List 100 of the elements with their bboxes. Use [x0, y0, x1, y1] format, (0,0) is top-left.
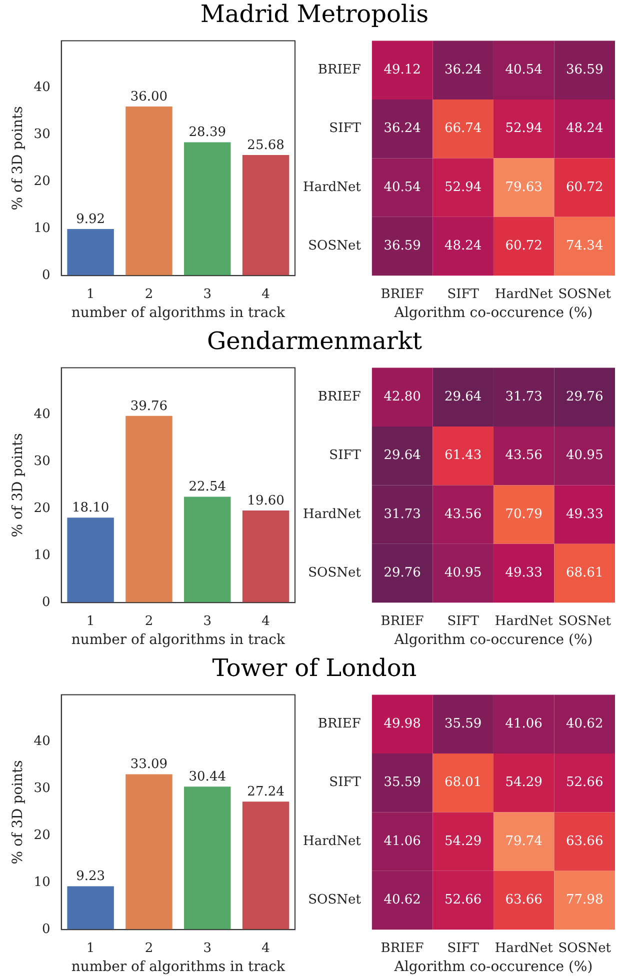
y-tick-label: BRIEF [318, 716, 361, 732]
x-tick-label: SOSNet [558, 614, 612, 629]
data-label: 49.98 [384, 716, 421, 732]
x-tick-label: HardNet [494, 940, 554, 956]
data-label: 49.33 [566, 506, 604, 522]
data-label: 36.24 [444, 62, 482, 78]
data-label: 43.56 [444, 506, 482, 522]
data-label: 36.00 [130, 89, 168, 104]
x-tick-label: HardNet [494, 286, 554, 302]
data-label: 52.94 [444, 180, 482, 195]
x-tick-label: HardNet [494, 614, 554, 629]
data-label: 74.34 [566, 238, 604, 254]
data-label: 79.74 [505, 834, 542, 849]
y-tick-label: 40 [34, 407, 50, 422]
data-label: 48.24 [566, 121, 604, 136]
bar [184, 496, 231, 603]
x-axis-title: Algorithm co-occurence (%) [393, 632, 593, 648]
data-label: 29.76 [384, 566, 421, 581]
y-tick-label: 30 [34, 454, 50, 470]
y-tick-label: HardNet [302, 180, 362, 195]
y-tick-label: BRIEF [318, 62, 361, 78]
data-label: 68.61 [566, 566, 604, 581]
data-label: 25.68 [247, 138, 284, 153]
data-label: 29.64 [444, 390, 482, 405]
chart-title: Tower of London [211, 654, 418, 682]
x-axis-title: Algorithm co-occurence (%) [393, 305, 593, 322]
data-label: 49.12 [384, 62, 421, 78]
bar [242, 155, 290, 276]
y-tick-label: 20 [34, 174, 50, 190]
x-tick-label: 1 [86, 286, 95, 302]
bar [126, 416, 172, 603]
y-tick-label: 40 [34, 80, 50, 96]
y-tick-label: HardNet [302, 834, 362, 849]
data-label: 40.62 [384, 892, 421, 908]
data-label: 19.60 [247, 493, 284, 508]
data-label: 52.66 [566, 775, 604, 790]
x-tick-label: 4 [262, 286, 270, 302]
data-label: 40.95 [566, 448, 604, 464]
y-tick-label: SIFT [329, 448, 362, 464]
x-tick-label: SIFT [447, 614, 480, 629]
x-tick-label: 4 [262, 940, 270, 956]
x-tick-label: BRIEF [380, 286, 424, 302]
y-tick-label: 10 [34, 875, 50, 890]
x-tick-label: 1 [86, 940, 95, 956]
data-label: 52.66 [444, 892, 482, 908]
data-label: 66.74 [444, 121, 482, 136]
y-axis-title: % of 3D points [10, 433, 26, 538]
x-tick-label: 4 [262, 614, 270, 629]
data-label: 40.54 [384, 180, 421, 195]
data-label: 40.95 [444, 566, 482, 581]
y-tick-label: 0 [42, 922, 50, 937]
x-tick-label: BRIEF [380, 614, 424, 629]
x-axis-title: Algorithm co-occurence (%) [393, 959, 593, 976]
x-tick-label: SOSNet [558, 286, 612, 302]
y-tick-label: BRIEF [318, 390, 361, 405]
bar [242, 802, 290, 930]
data-label: 28.39 [188, 125, 226, 140]
bar [242, 510, 290, 603]
data-label: 42.80 [384, 390, 421, 405]
y-tick-label: SIFT [329, 121, 362, 136]
x-tick-label: SIFT [447, 286, 480, 302]
data-label: 18.10 [72, 500, 110, 516]
y-tick-label: 0 [42, 268, 50, 283]
bar [126, 106, 172, 276]
data-label: 77.98 [566, 892, 604, 908]
data-label: 63.66 [505, 892, 542, 908]
data-label: 22.54 [188, 480, 226, 495]
x-tick-label: 2 [144, 940, 154, 956]
data-label: 35.59 [384, 775, 421, 790]
data-label: 40.62 [566, 716, 604, 732]
data-label: 41.06 [505, 716, 542, 732]
data-label: 36.59 [384, 238, 421, 254]
y-tick-label: HardNet [302, 506, 362, 522]
y-tick-label: 20 [34, 501, 50, 516]
data-label: 63.66 [566, 834, 604, 849]
y-tick-label: 30 [34, 127, 50, 142]
y-tick-label: SOSNet [308, 892, 362, 908]
chart-title: Madrid Metropolis [199, 0, 430, 28]
data-label: 30.44 [188, 770, 226, 785]
data-label: 48.24 [444, 238, 482, 254]
data-label: 60.72 [566, 180, 604, 195]
data-label: 29.76 [566, 390, 604, 405]
data-label: 36.24 [384, 121, 421, 136]
bar [126, 774, 172, 930]
data-label: 54.29 [444, 834, 482, 849]
data-label: 43.56 [505, 448, 542, 464]
x-tick-label: BRIEF [380, 940, 424, 956]
data-label: 60.72 [505, 238, 542, 254]
x-tick-label: 2 [144, 286, 154, 302]
x-tick-label: SOSNet [558, 940, 612, 956]
x-tick-label: SIFT [447, 940, 480, 956]
data-label: 36.59 [566, 62, 604, 78]
x-tick-label: 3 [203, 614, 212, 629]
data-label: 79.63 [505, 180, 542, 195]
data-label: 70.79 [505, 506, 542, 522]
y-tick-label: 10 [34, 221, 50, 236]
data-label: 54.29 [505, 775, 542, 790]
y-tick-label: 0 [42, 594, 50, 610]
y-tick-label: 20 [34, 828, 50, 844]
data-label: 27.24 [247, 784, 284, 800]
